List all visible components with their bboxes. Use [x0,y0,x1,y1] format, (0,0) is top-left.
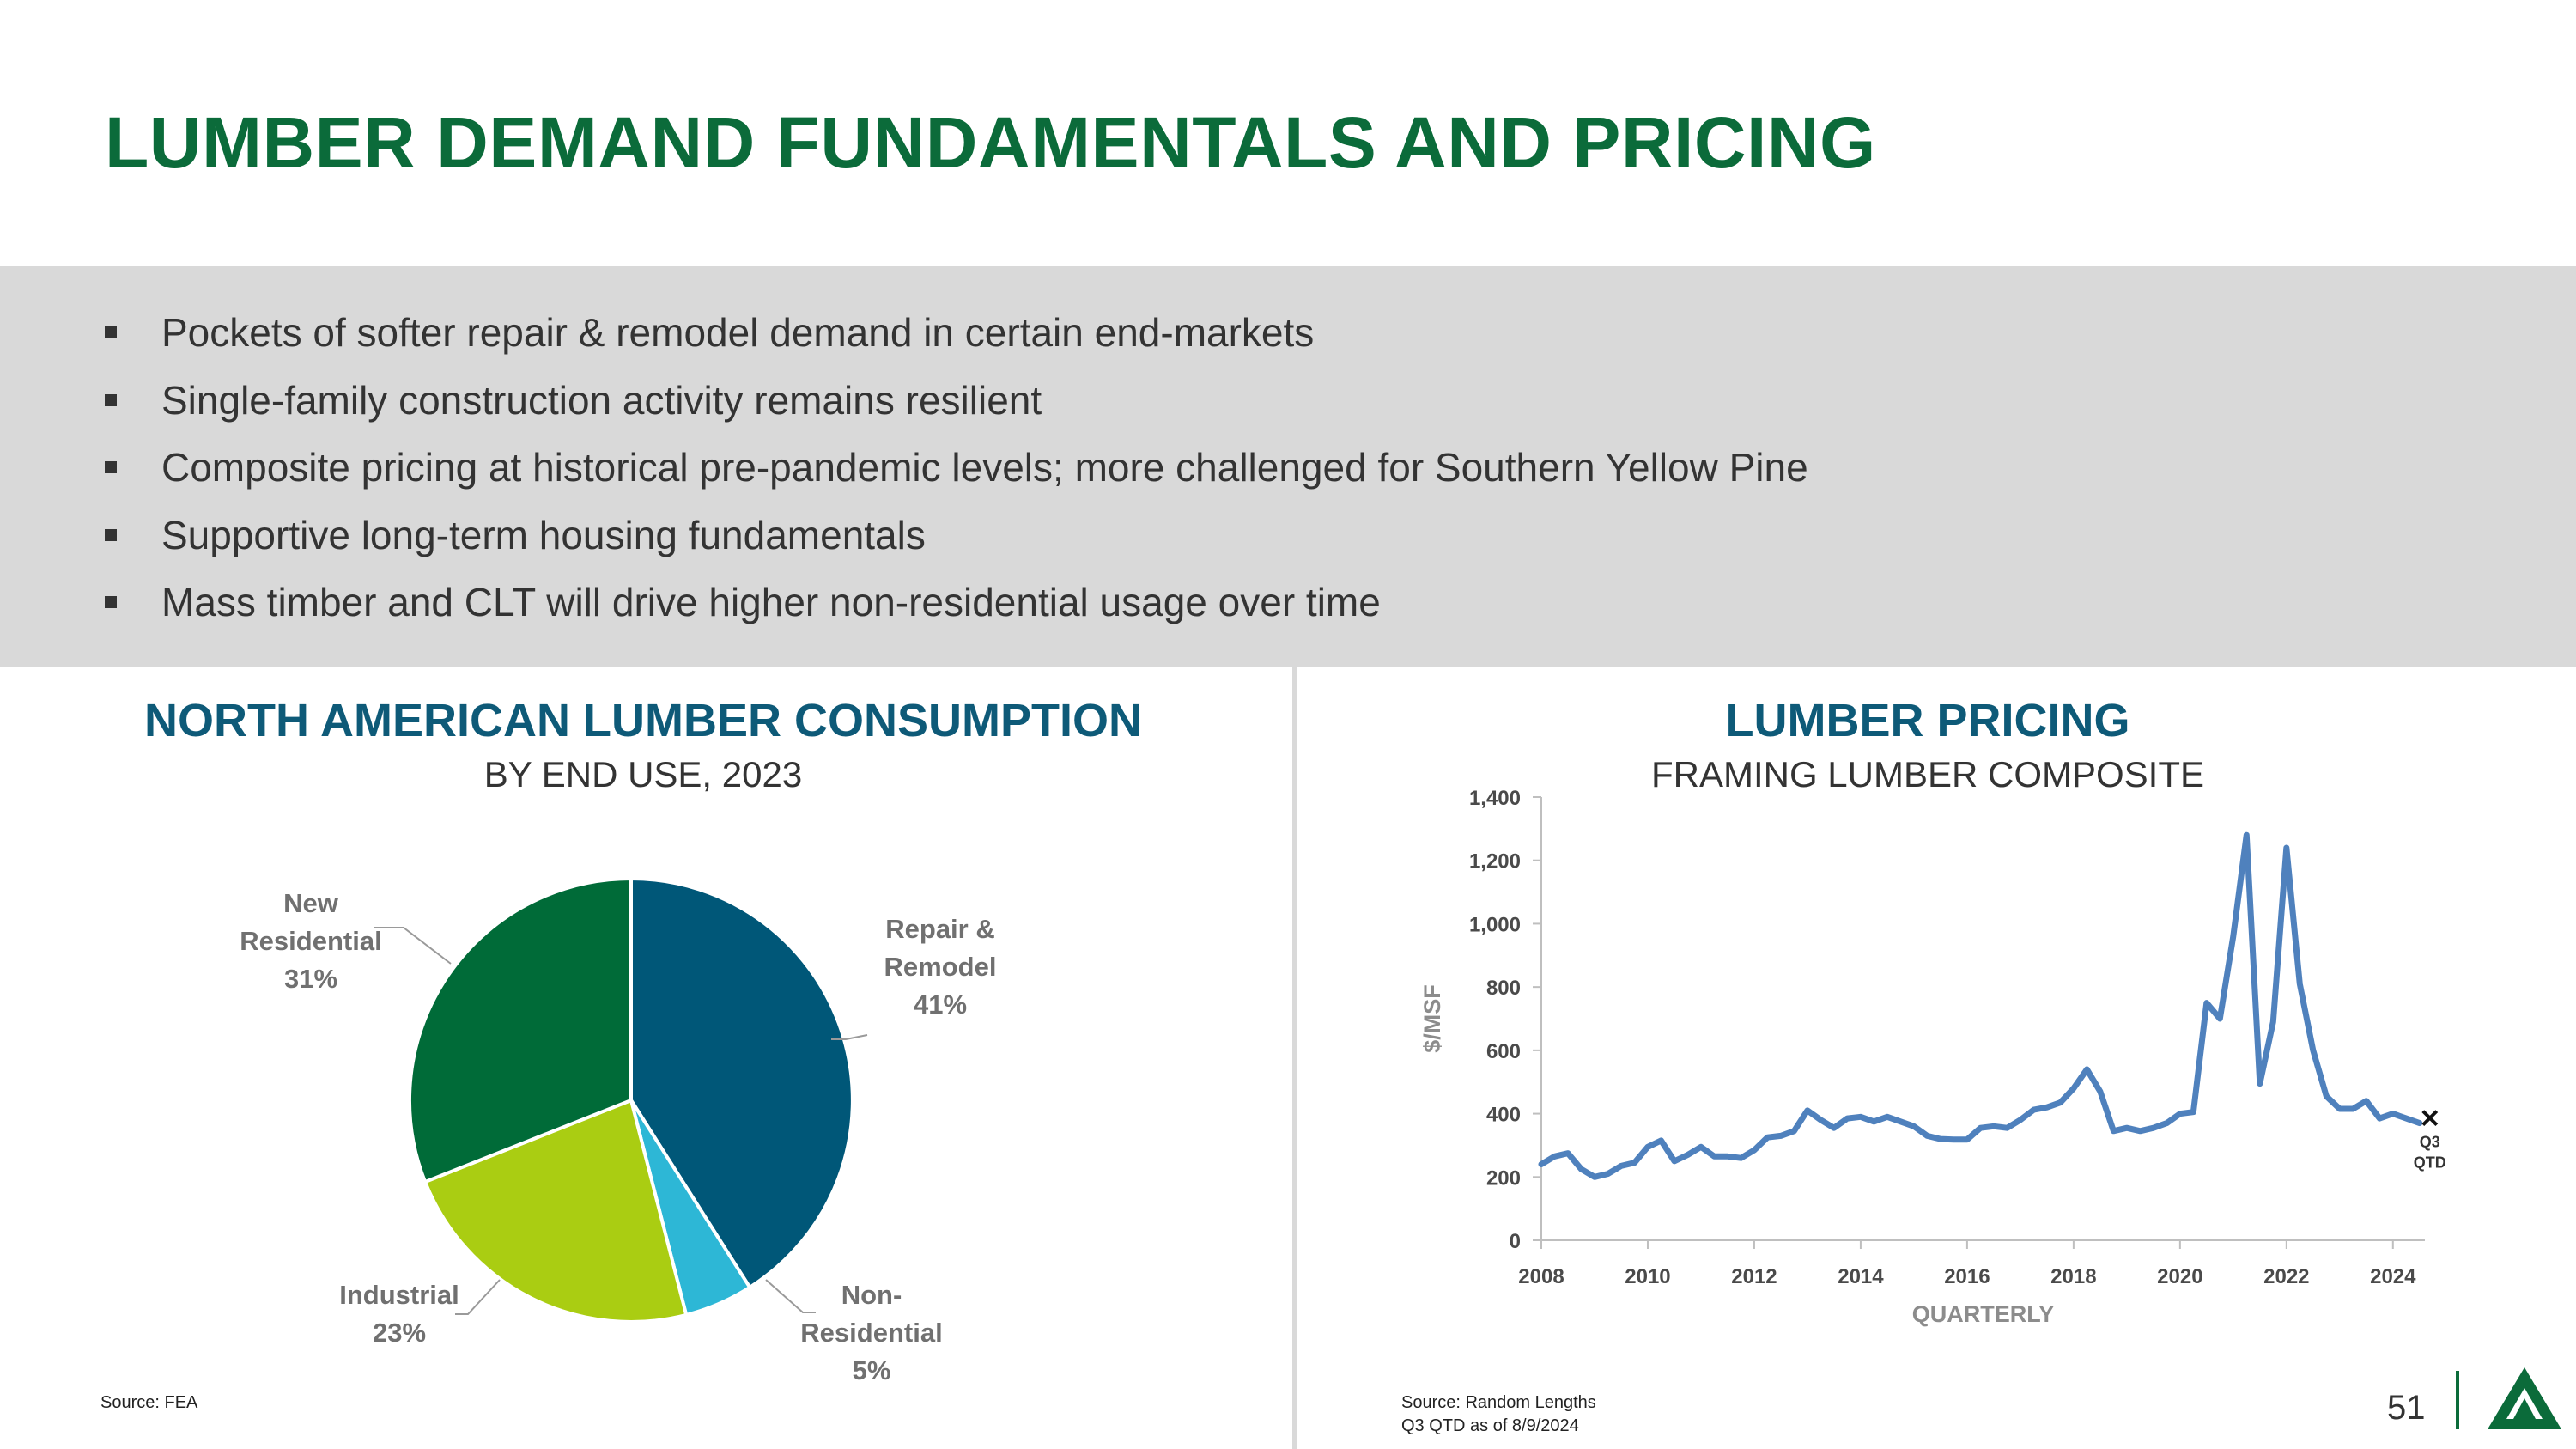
company-logo-icon [2488,1367,2561,1429]
bullet-square-icon [105,596,117,608]
pie-slice-new-residential [408,876,633,1184]
pricing-chart-title: LUMBER PRICING [1725,695,2130,746]
key-point-item: Mass timber and CLT will drive higher no… [101,569,1808,636]
q3-qtd-label: Q3 QTD [2414,1134,2446,1172]
y-tick-label: 1,200 [1469,850,1521,874]
bullet-square-icon [105,326,117,338]
key-point-item: Single-family construction activity rema… [101,367,1808,435]
y-tick-label: 600 [1486,1040,1521,1063]
slide-title: LUMBER DEMAND FUNDAMENTALS AND PRICING [105,102,1876,183]
pricing-qtd-note: Q3 QTD as of 8/9/2024 [1401,1416,1579,1435]
pie-slice-industrial [422,1098,689,1324]
key-point-text: Supportive long-term housing fundamental… [161,512,926,557]
price-series-line [1538,831,2423,1180]
logo-divider [2456,1371,2459,1429]
pie-label-new-residential: New Residential 31% [240,888,381,994]
key-point-item: Pockets of softer repair & remodel deman… [101,299,1808,367]
page-number: 51 [2387,1389,2426,1427]
bullet-square-icon [105,461,117,473]
bullet-square-icon [105,393,117,406]
x-tick-label: 2016 [1944,1265,1990,1288]
x-tick-label: 2020 [2157,1265,2202,1288]
panel-divider [1292,667,1297,1449]
y-tick-label: 0 [1510,1230,1521,1253]
key-points-band [0,266,2576,667]
pie-label-industrial: Industrial 23% [339,1280,459,1348]
key-point-item: Supportive long-term housing fundamental… [101,502,1808,569]
key-point-text: Single-family construction activity rema… [161,377,1042,423]
x-tick-label: 2018 [2050,1265,2096,1288]
key-point-text: Pockets of softer repair & remodel deman… [161,310,1315,355]
y-tick-label: 1,400 [1469,787,1521,810]
key-point-text: Composite pricing at historical pre-pand… [161,445,1808,490]
pie-leader-line [765,1279,816,1313]
key-points-list: Pockets of softer repair & remodel deman… [101,299,1808,636]
consumption-pie-chart: Repair & Remodel 41% Non-Residential 5% Indus… [240,876,997,1385]
x-tick-label: 2010 [1625,1265,1670,1288]
bullet-square-icon [105,528,117,541]
pricing-source-line: Source: Random Lengths [1401,1393,1596,1412]
consumption-chart-title: NORTH AMERICAN LUMBER CONSUMPTION [144,695,1142,746]
x-tick-label: 2012 [1731,1265,1777,1288]
y-tick-label: 800 [1486,977,1521,1000]
pricing-chart-subtitle: FRAMING LUMBER COMPOSITE [1650,754,2205,795]
key-point-text: Mass timber and CLT will drive higher no… [161,580,1381,624]
y-tick-label: 1,000 [1469,913,1521,936]
pie-leader-line [831,1034,868,1040]
pie-label-non-residential: Non-Residential 5% [800,1280,942,1385]
key-point-item: Composite pricing at historical pre-pand… [101,434,1808,502]
y-tick-label: 200 [1486,1166,1521,1190]
x-tick-label: 2014 [1838,1265,1884,1288]
pie-leader-line [455,1279,501,1315]
consumption-chart-subtitle: BY END USE, 2023 [483,754,803,795]
pie-leader-line [374,927,452,965]
pie-label-repair-remodel: Repair & Remodel 41% [884,914,997,1020]
x-tick-label: 2024 [2370,1265,2416,1288]
y-axis-title: $/MSF [1419,984,1445,1053]
consumption-source-note: Source: FEA [100,1393,198,1412]
x-tick-label: 2022 [2263,1265,2309,1288]
pricing-source-note: Source: Random Lengths Q3 QTD as of 8/9/… [1401,1391,1596,1438]
lumber-price-line-chart: 0 200 400 600 800 1,000 1,200 1,400 2008 2010 2012… [1419,787,2446,1327]
x-tick-label: 2008 [1518,1265,1564,1288]
q3-qtd-marker [2421,1110,2439,1127]
x-axis-title: QUARTERLY [1912,1301,2055,1327]
y-tick-label: 400 [1486,1104,1521,1127]
